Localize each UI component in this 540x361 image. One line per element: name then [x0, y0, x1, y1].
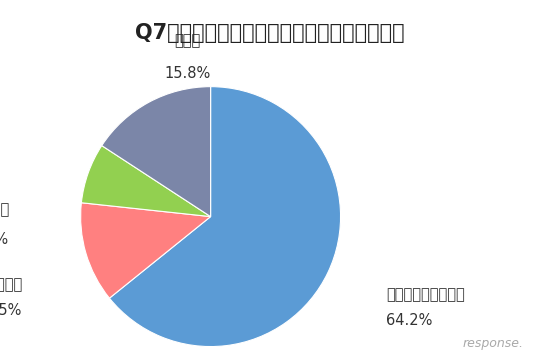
- Text: 64.2%: 64.2%: [386, 313, 433, 328]
- Text: Q7：なぜ理想の車に乗れていないのですか？: Q7：なぜ理想の車に乗れていないのですか？: [135, 23, 405, 43]
- Text: 経済的・金銭的理由: 経済的・金銭的理由: [386, 287, 465, 302]
- Text: 7.5%: 7.5%: [0, 232, 9, 248]
- Text: その他: その他: [174, 34, 200, 49]
- Wedge shape: [80, 203, 211, 298]
- Text: 12.5%: 12.5%: [0, 303, 22, 318]
- Text: 家族の車だから: 家族の車だから: [0, 277, 22, 292]
- Text: 15.8%: 15.8%: [164, 66, 211, 81]
- Text: 免許がないから: 免許がないから: [0, 203, 9, 218]
- Wedge shape: [82, 145, 211, 217]
- Wedge shape: [110, 87, 341, 347]
- Text: response.: response.: [463, 337, 524, 350]
- Wedge shape: [102, 87, 211, 217]
